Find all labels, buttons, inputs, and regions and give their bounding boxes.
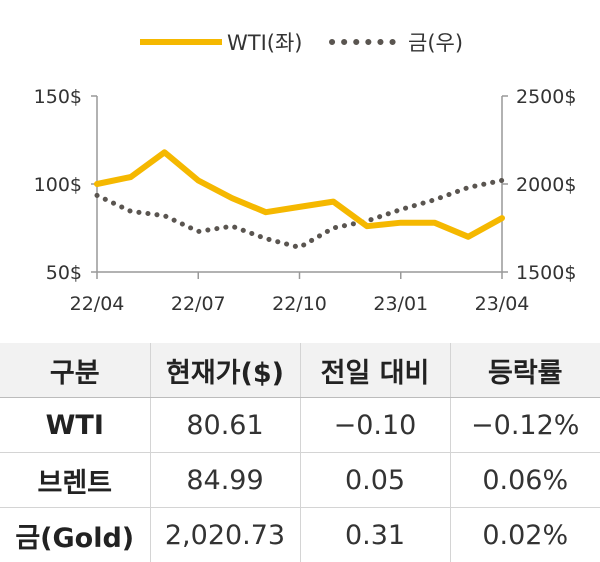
price-table: 구분 현재가($) 전일 대비 등락률 WTI 80.61 −0.10 −0.1… [0, 343, 600, 562]
table-header-row: 구분 현재가($) 전일 대비 등락률 [0, 343, 600, 398]
table-row: WTI 80.61 −0.10 −0.12% [0, 398, 600, 453]
y-right-tick-label: 2500$ [516, 86, 576, 108]
x-tick-label: 23/01 [373, 293, 428, 315]
table-cell: 0.05 [300, 453, 450, 508]
axes [97, 96, 502, 272]
chart-legend: WTI(좌) 금(우) [140, 31, 463, 55]
row-label: 브렌트 [0, 453, 150, 508]
column-header: 구분 [0, 343, 150, 398]
table-row: 브렌트 84.99 0.05 0.06% [0, 453, 600, 508]
wti-series-line [97, 152, 502, 237]
row-label: WTI [0, 398, 150, 453]
table-cell: 80.61 [150, 398, 300, 453]
y-left-tick-label: 50$ [46, 262, 82, 284]
legend-label-gold: 금(우) [408, 31, 463, 55]
column-header: 현재가($) [150, 343, 300, 398]
table-cell: 2,020.73 [150, 508, 300, 562]
x-tick-label: 22/07 [171, 293, 226, 315]
table-cell: 0.31 [300, 508, 450, 562]
gold-series-line [97, 180, 502, 247]
series-layer [97, 152, 502, 247]
y-right-tick-label: 2000$ [516, 174, 576, 196]
table-cell: −0.12% [450, 398, 600, 453]
table-row: 금(Gold) 2,020.73 0.31 0.02% [0, 508, 600, 562]
x-tick-label: 22/04 [70, 293, 125, 315]
x-tick-label: 22/10 [272, 293, 327, 315]
price-chart: WTI(좌) 금(우) 22/04 22/07 22/10 23/01 23/04 150… [0, 0, 600, 330]
y-left-tick-label: 150$ [34, 86, 82, 108]
row-label: 금(Gold) [0, 508, 150, 562]
legend-label-wti: WTI(좌) [227, 31, 303, 55]
column-header: 전일 대비 [300, 343, 450, 398]
table-cell: −0.10 [300, 398, 450, 453]
column-header: 등락률 [450, 343, 600, 398]
table-cell: 0.02% [450, 508, 600, 562]
ticks: 22/04 22/07 22/10 23/01 23/04 150$ 100$ 50$ 2500… [34, 86, 577, 315]
table-cell: 0.06% [450, 453, 600, 508]
x-tick-label: 23/04 [475, 293, 530, 315]
y-left-tick-label: 100$ [34, 174, 82, 196]
table-cell: 84.99 [150, 453, 300, 508]
y-right-tick-label: 1500$ [516, 262, 576, 284]
